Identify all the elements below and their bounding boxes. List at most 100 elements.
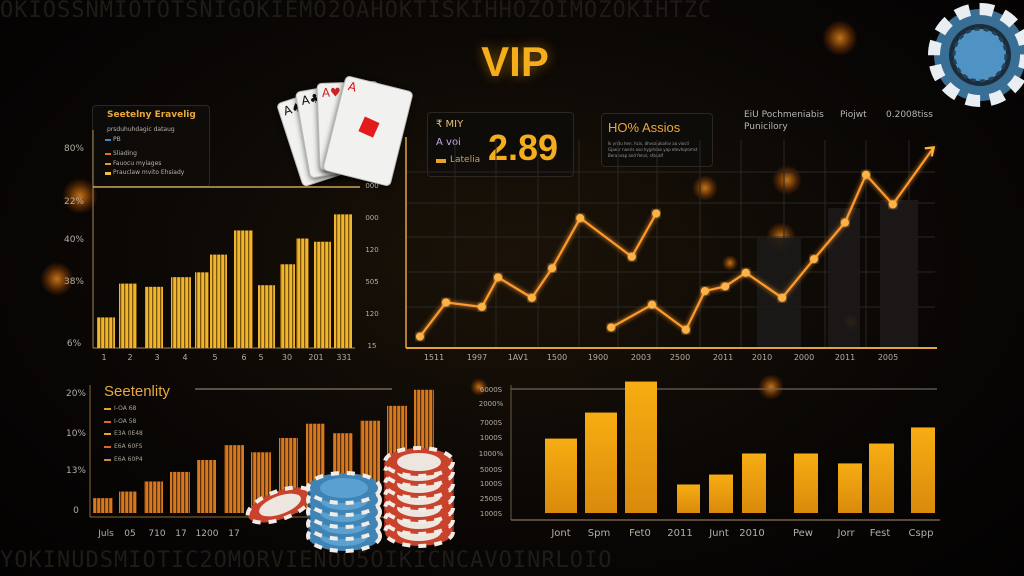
x-tick-label: 2011	[667, 528, 692, 539]
right-tick-label: 505	[365, 278, 378, 286]
x-tick-label: 2500	[670, 353, 690, 362]
bar	[119, 491, 137, 513]
data-point	[527, 293, 536, 302]
bar	[171, 277, 191, 348]
x-tick-label: 17	[228, 529, 239, 539]
kpi-label: ₹ MIY	[436, 119, 464, 130]
data-point	[741, 268, 750, 277]
bar	[210, 254, 227, 348]
data-point	[721, 282, 730, 291]
trend-arrow-icon	[924, 146, 936, 157]
y-tick-label: 6000S	[480, 386, 503, 394]
legend-swatch	[104, 421, 111, 423]
background-text-top: OKIOSSNMIOTOTSNIGOKIEMO2OAHOKTISKIHHOZOI…	[0, 0, 713, 23]
bar	[224, 445, 244, 513]
kpi-value: 2.89	[488, 127, 559, 168]
chart-title: Seetelny Eravelig	[107, 110, 196, 120]
data-point	[477, 302, 486, 311]
x-tick-label: 2010	[752, 353, 772, 362]
bar	[742, 453, 766, 513]
x-tick-label: 2005	[878, 353, 898, 362]
y-tick-label: 5000S	[480, 466, 503, 474]
x-tick-label: 1	[101, 353, 106, 362]
x-tick-label: 17	[175, 529, 186, 539]
data-point	[607, 323, 616, 332]
chart-legend: Seetelny Eravelig prsduhuhdagic dataug P…	[92, 105, 210, 187]
background-bar	[757, 238, 801, 348]
bar	[144, 481, 163, 513]
data-point	[861, 170, 870, 179]
x-tick-label: 5	[258, 353, 263, 362]
bar	[387, 405, 407, 513]
y-tick-label: 1000S	[480, 480, 503, 488]
bar	[197, 460, 216, 513]
glow-orb	[470, 378, 488, 396]
bar	[119, 283, 137, 348]
background-bar	[828, 208, 860, 348]
bar	[869, 443, 894, 513]
header-column: EiU Pochmeniabis	[744, 110, 824, 120]
x-tick-label: 2011	[835, 353, 855, 362]
y-tick-label: 10%	[66, 429, 86, 439]
bar	[709, 474, 733, 513]
legend-item: Fauocu myiages	[113, 160, 162, 167]
legend-swatch	[104, 446, 111, 448]
legend-item: prsduhuhdagic dataug	[107, 126, 175, 133]
legend-swatch	[104, 433, 111, 435]
kpi-label: A voi	[436, 137, 461, 148]
x-tick-label: Spm	[588, 528, 610, 539]
glow-orb	[772, 165, 802, 195]
kpi-card: ₹ MIY A voi Latelia 2.89	[427, 112, 574, 177]
data-point	[548, 264, 557, 273]
y-tick-label: 80%	[64, 144, 84, 154]
x-tick-label: Jorr	[836, 528, 855, 539]
x-tick-label: 2010	[739, 528, 764, 539]
bar	[333, 433, 353, 513]
bar	[306, 423, 325, 513]
y-tick-label: 7000S	[480, 419, 503, 427]
x-tick-label: 4	[182, 353, 187, 362]
x-tick-label: 2	[127, 353, 132, 362]
info-line: Ik yndu hen. hcis, dhvsa akahiv aa viocl…	[608, 141, 689, 146]
x-tick-label: 201	[308, 353, 323, 362]
data-point	[441, 298, 450, 307]
bar	[545, 438, 577, 513]
x-tick-label: 1511	[424, 353, 444, 362]
data-point	[415, 332, 424, 341]
x-tick-label: 6	[241, 353, 246, 362]
x-tick-label: 1500	[547, 353, 567, 362]
data-point	[652, 209, 661, 218]
x-tick-label: 1AV1	[508, 353, 529, 362]
bar	[279, 438, 298, 513]
legend-item: I-OA 68	[114, 405, 137, 412]
y-tick-label: 1000S	[480, 434, 503, 442]
bar	[296, 238, 309, 348]
x-tick-label: 331	[336, 353, 351, 362]
y-tick-label: 40%	[64, 235, 84, 245]
y-tick-label: 20%	[66, 389, 86, 399]
y-tick-label: 0	[73, 506, 79, 516]
x-tick-label: 2011	[713, 353, 733, 362]
bar	[414, 389, 434, 513]
data-point	[778, 293, 787, 302]
data-point	[840, 218, 849, 227]
glow-orb	[722, 255, 738, 271]
page-title: VIP	[481, 38, 549, 85]
background-text-bottom: YOKINUDSMIOTIC2OMORVIENOO5OIKICNCAVOINRL…	[0, 548, 613, 573]
info-line: Beraevap and fenvl, sfoualf	[608, 153, 664, 158]
legend-item: Prauclaw mvito Ehsiady	[113, 169, 185, 176]
bar	[838, 463, 862, 513]
legend-item: E6A 60FS	[114, 443, 143, 450]
bar	[170, 471, 190, 513]
right-tick-label: 000	[365, 214, 378, 222]
data-point	[700, 287, 709, 295]
x-tick-label: 30	[282, 353, 292, 362]
y-tick-label: 2500S	[480, 495, 503, 503]
legend-item: E3A 0E48	[114, 430, 143, 437]
legend-item: E6A 60P4	[114, 456, 143, 463]
right-tick-label: 15	[368, 342, 377, 350]
header-column: Piojwt	[840, 110, 867, 120]
x-tick-label: Jont	[550, 528, 570, 539]
data-point	[809, 255, 818, 264]
